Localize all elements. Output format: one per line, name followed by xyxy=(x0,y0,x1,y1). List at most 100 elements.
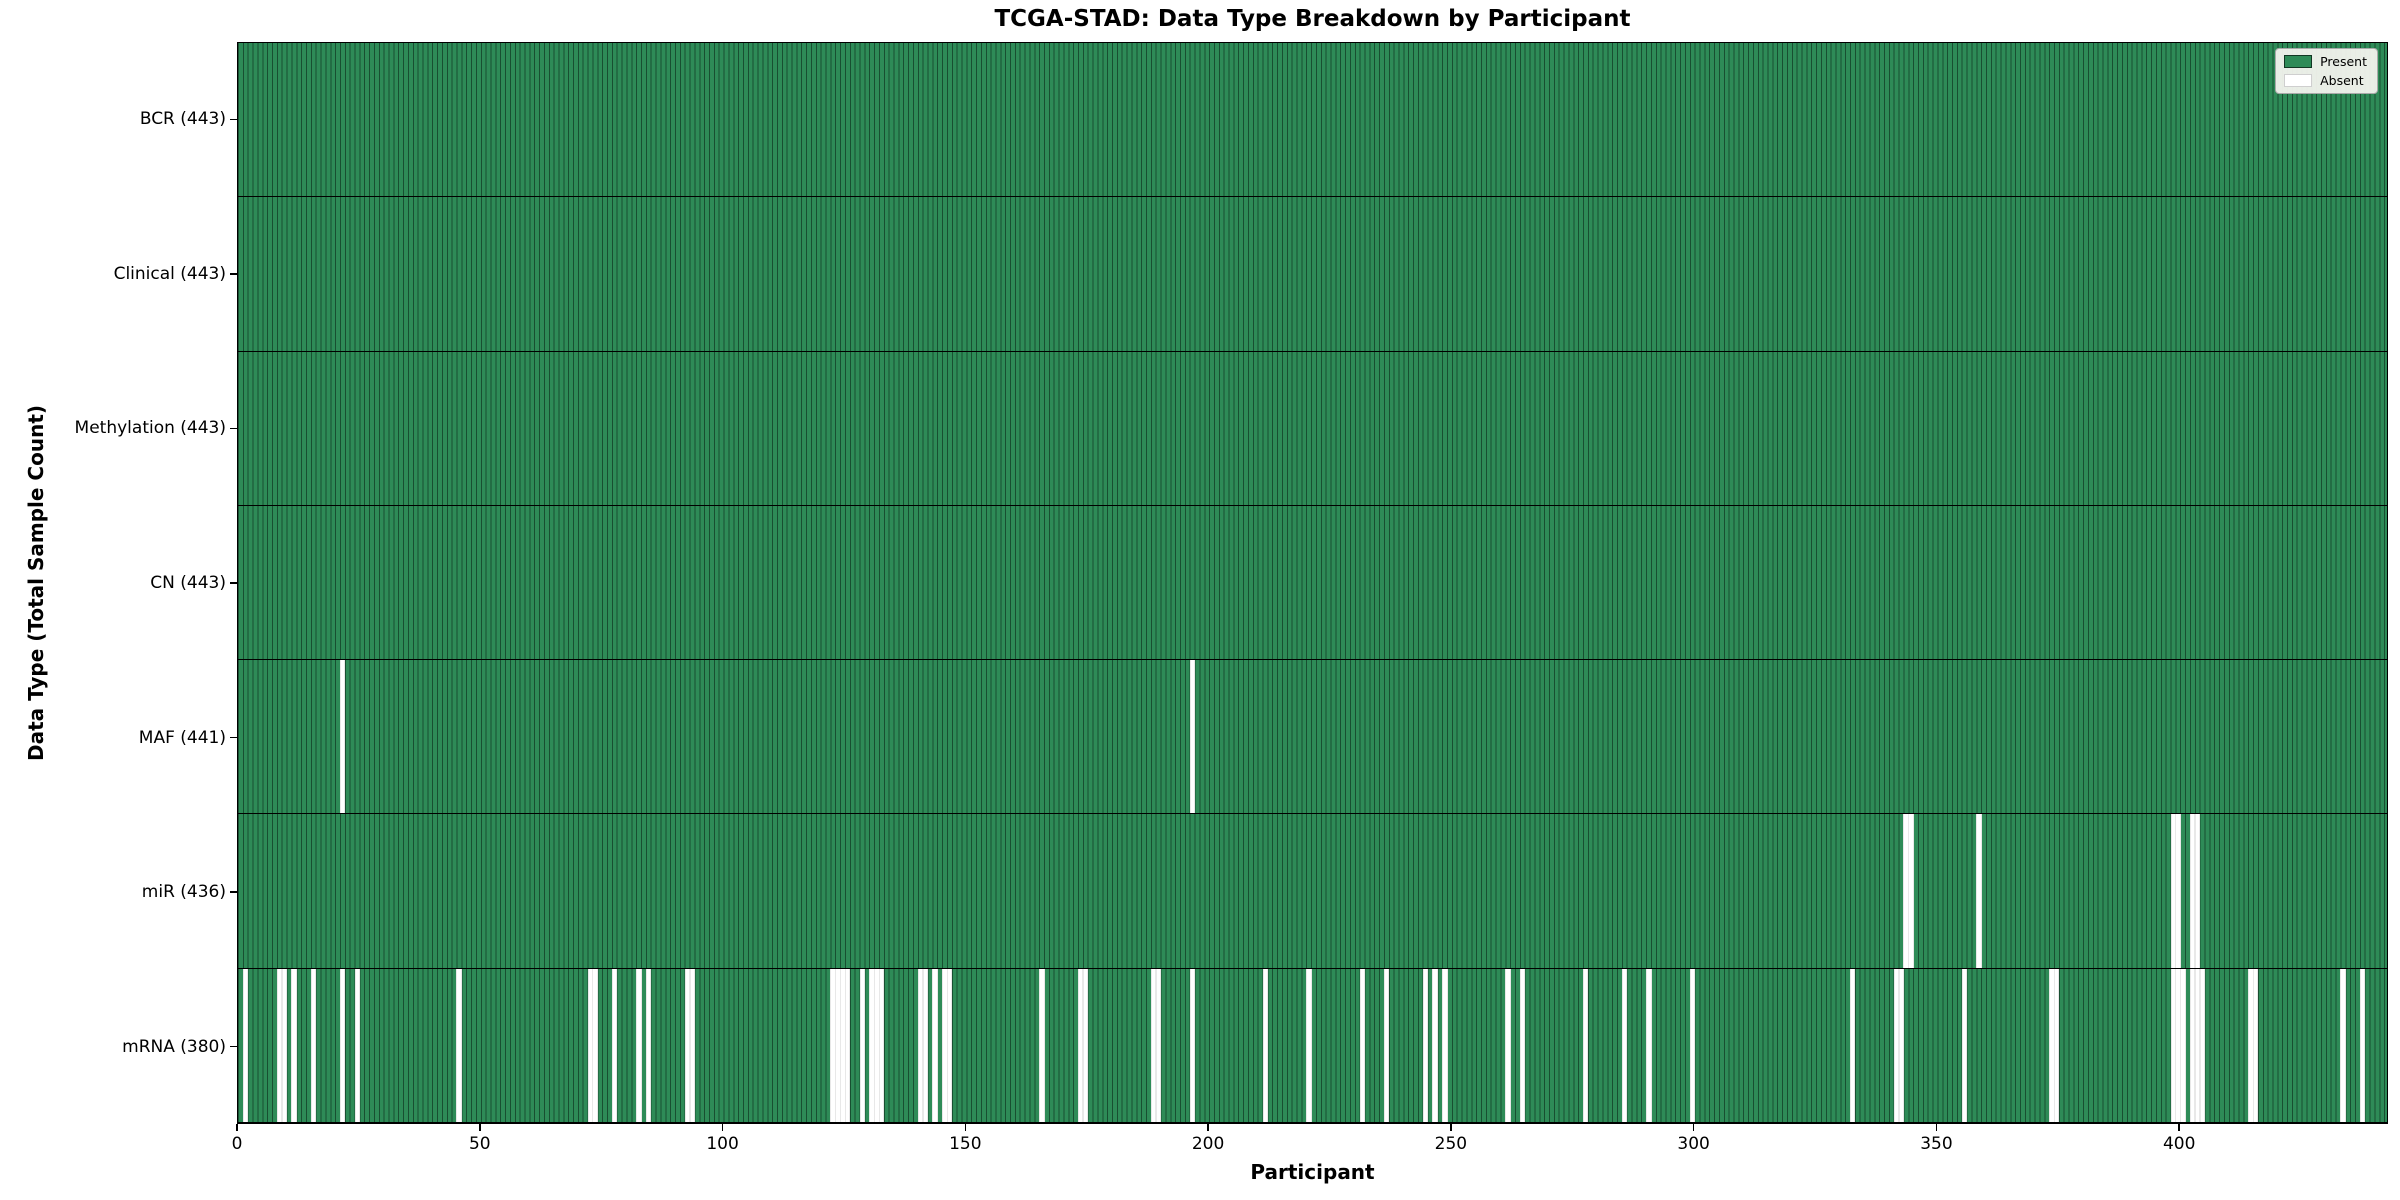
y-tick-mark-BCR xyxy=(230,118,237,121)
legend-item-absent: Absent xyxy=(2284,74,2367,87)
absent-bar-mRNA-124 xyxy=(840,968,846,1122)
absent-bar-mRNA-189 xyxy=(1155,968,1162,1122)
absent-bar-miR-398 xyxy=(2170,814,2176,968)
absent-bar-mRNA-143 xyxy=(932,968,938,1122)
absent-bar-mRNA-231 xyxy=(1359,968,1366,1122)
absent-bar-miR-344 xyxy=(1908,814,1914,968)
x-tick-mark-200 xyxy=(1207,1124,1209,1131)
row-CN xyxy=(238,505,2387,661)
absent-bar-miR-402 xyxy=(2189,814,2196,968)
y-tick-mark-Clinical xyxy=(230,273,237,275)
x-axis-label: Participant xyxy=(1250,1160,1375,1184)
x-tick-mark-150 xyxy=(964,1124,967,1131)
absent-bar-mRNA-84 xyxy=(645,968,652,1122)
absent-bar-mRNA-398 xyxy=(2170,968,2176,1122)
absent-bar-miR-358 xyxy=(1976,814,1982,968)
x-tick-mark-100 xyxy=(721,1124,724,1131)
absent-bar-mRNA-244 xyxy=(1422,968,1429,1122)
legend: Present Absent xyxy=(2275,48,2378,94)
x-tick-mark-250 xyxy=(1450,1124,1452,1131)
absent-bar-mRNA-196 xyxy=(1189,968,1196,1122)
y-tick-mark-miR xyxy=(230,891,237,893)
absent-bar-mRNA-374 xyxy=(2053,968,2060,1122)
absent-bar-mRNA-9 xyxy=(281,968,288,1122)
absent-bar-mRNA-373 xyxy=(2049,968,2055,1122)
absent-bar-miR-343 xyxy=(1903,814,1909,968)
absent-bar-mRNA-24 xyxy=(354,968,360,1122)
plot-area: Present Absent xyxy=(237,42,2388,1124)
absent-bar-mRNA-72 xyxy=(587,968,594,1122)
x-tick-mark-0 xyxy=(236,1124,238,1131)
absent-bar-mRNA-165 xyxy=(1039,968,1045,1122)
absent-bar-mRNA-399 xyxy=(2175,968,2181,1122)
absent-bar-mRNA-132 xyxy=(878,968,885,1122)
x-tick-mark-400 xyxy=(2178,1124,2180,1131)
absent-bar-mRNA-285 xyxy=(1621,968,1628,1122)
legend-label-absent: Absent xyxy=(2320,73,2364,88)
row-miR xyxy=(238,814,2387,969)
absent-bar-mRNA-264 xyxy=(1519,968,1526,1122)
absent-bar-mRNA-140 xyxy=(917,968,924,1122)
legend-item-present: Present xyxy=(2284,55,2367,68)
absent-bar-mRNA-341 xyxy=(1893,968,1900,1122)
x-tick-label-250: 250 xyxy=(1434,1134,1468,1154)
x-tick-label-0: 0 xyxy=(231,1134,243,1154)
absent-bar-mRNA-332 xyxy=(1850,968,1856,1122)
absent-bar-mRNA-415 xyxy=(2253,968,2259,1122)
absent-bar-mRNA-248 xyxy=(1442,968,1448,1122)
row-MAF xyxy=(238,660,2387,815)
absent-bar-mRNA-8 xyxy=(276,968,283,1122)
absent-bar-mRNA-437 xyxy=(2359,968,2366,1122)
x-tick-mark-350 xyxy=(1935,1124,1938,1131)
absent-bar-mRNA-141 xyxy=(922,968,929,1122)
absent-bar-mRNA-92 xyxy=(684,968,691,1122)
x-tick-label-50: 50 xyxy=(468,1134,491,1154)
x-tick-label-200: 200 xyxy=(1191,1134,1225,1154)
absent-bar-mRNA-15 xyxy=(310,968,317,1122)
absent-bar-mRNA-400 xyxy=(2180,968,2186,1122)
x-tick-label-100: 100 xyxy=(706,1134,739,1154)
absent-swatch xyxy=(2284,74,2313,87)
absent-bar-mRNA-433 xyxy=(2340,968,2346,1122)
absent-bar-mRNA-174 xyxy=(1082,968,1089,1122)
absent-bar-mRNA-1 xyxy=(242,968,249,1122)
absent-bar-mRNA-122 xyxy=(830,968,836,1122)
x-tick-label-350: 350 xyxy=(1920,1134,1953,1154)
y-tick-mark-MAF xyxy=(230,736,237,739)
absent-bar-mRNA-11 xyxy=(291,968,297,1122)
y-tick-label-Methylation: Methylation (443) xyxy=(74,418,226,439)
absent-bar-mRNA-211 xyxy=(1262,968,1268,1122)
row-Clinical xyxy=(238,197,2387,352)
x-tick-label-300: 300 xyxy=(1677,1134,1710,1154)
absent-bar-mRNA-173 xyxy=(1078,968,1084,1122)
absent-bar-MAF-21 xyxy=(339,660,346,814)
absent-bar-mRNA-355 xyxy=(1961,968,1968,1122)
x-tick-mark-50 xyxy=(479,1124,481,1131)
absent-bar-mRNA-342 xyxy=(1898,968,1905,1122)
absent-bar-mRNA-277 xyxy=(1582,968,1589,1122)
present-swatch xyxy=(2284,55,2313,68)
absent-bar-miR-399 xyxy=(2175,814,2181,968)
y-tick-label-Clinical: Clinical (443) xyxy=(113,263,226,284)
absent-bar-mRNA-128 xyxy=(859,968,865,1122)
row-BCR xyxy=(238,43,2387,198)
absent-bar-mRNA-82 xyxy=(636,968,642,1122)
row-Methylation xyxy=(238,351,2387,506)
absent-bar-mRNA-290 xyxy=(1646,968,1652,1122)
y-tick-label-miR: miR (436) xyxy=(141,882,226,903)
absent-bar-mRNA-45 xyxy=(456,968,462,1122)
absent-bar-mRNA-77 xyxy=(611,968,618,1122)
x-tick-mark-300 xyxy=(1692,1124,1695,1131)
absent-bar-mRNA-146 xyxy=(946,968,953,1122)
y-tick-label-CN: CN (443) xyxy=(150,573,226,593)
y-tick-mark-Methylation xyxy=(230,427,237,430)
absent-bar-mRNA-236 xyxy=(1383,968,1390,1122)
absent-bar-mRNA-403 xyxy=(2194,968,2201,1122)
absent-bar-mRNA-404 xyxy=(2199,968,2206,1122)
absent-bar-mRNA-246 xyxy=(1432,968,1438,1122)
absent-bar-mRNA-123 xyxy=(835,968,841,1122)
absent-bar-mRNA-93 xyxy=(689,968,696,1122)
absent-bar-mRNA-145 xyxy=(942,968,948,1122)
row-mRNA xyxy=(238,968,2387,1123)
